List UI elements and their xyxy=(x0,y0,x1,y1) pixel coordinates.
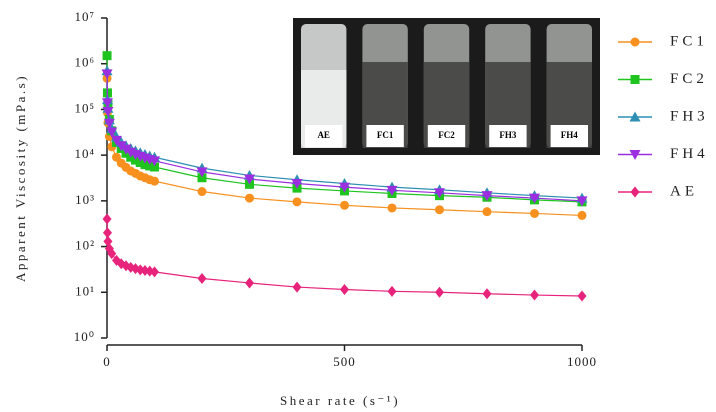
legend-marker xyxy=(630,37,640,47)
marker xyxy=(149,156,160,167)
marker xyxy=(150,266,159,278)
marker xyxy=(140,160,150,170)
marker xyxy=(131,155,140,165)
marker xyxy=(387,203,397,213)
marker xyxy=(107,248,117,260)
marker xyxy=(482,288,492,300)
y-tick-label: 10⁵ xyxy=(74,100,95,115)
marker xyxy=(102,51,112,61)
marker xyxy=(435,205,444,215)
marker xyxy=(577,210,587,220)
marker xyxy=(102,213,112,225)
y-tick-label: 10³ xyxy=(75,192,95,207)
marker xyxy=(197,187,207,197)
marker xyxy=(434,188,445,199)
y-tick-label: 10² xyxy=(75,238,95,253)
marker xyxy=(577,290,587,302)
inset-label: FC1 xyxy=(377,130,394,140)
marker xyxy=(245,193,254,203)
y-tick-label: 10⁰ xyxy=(74,329,95,344)
marker xyxy=(482,207,492,217)
marker xyxy=(292,197,302,207)
x-tick-label: 500 xyxy=(333,354,356,369)
marker xyxy=(150,162,159,172)
x-tick-label: 0 xyxy=(103,354,111,369)
marker xyxy=(120,144,132,155)
marker xyxy=(150,176,159,186)
marker xyxy=(530,208,539,218)
inset-photo: AE FC1 FC2 FH3 FH4 xyxy=(293,18,600,155)
marker xyxy=(529,193,540,204)
legend-marker xyxy=(630,186,640,198)
marker xyxy=(102,107,114,118)
marker xyxy=(101,69,113,80)
y-tick-label: 10⁴ xyxy=(74,146,95,161)
legend-marker xyxy=(629,111,641,122)
legend-label: FC1 xyxy=(670,33,708,49)
marker xyxy=(145,161,155,171)
marker xyxy=(291,178,303,189)
marker xyxy=(340,200,349,210)
marker xyxy=(244,174,255,185)
inset-label: FC2 xyxy=(438,130,455,140)
marker xyxy=(197,173,207,183)
marker xyxy=(245,277,254,289)
inset-label-box xyxy=(427,125,466,147)
legend-label: FH4 xyxy=(670,146,709,162)
inset-label-box xyxy=(305,125,343,147)
marker xyxy=(135,158,145,168)
inset-label-box xyxy=(489,125,527,147)
marker xyxy=(292,281,302,293)
y-tick-label: 10⁶ xyxy=(74,55,95,70)
marker xyxy=(115,141,127,152)
inset-label-box xyxy=(550,125,588,147)
marker xyxy=(106,127,118,138)
inset-label: FH4 xyxy=(561,130,578,140)
marker xyxy=(481,191,493,202)
marker xyxy=(103,118,115,129)
marker xyxy=(386,185,398,196)
marker xyxy=(340,284,349,296)
legend-label: AE xyxy=(670,183,698,199)
y-axis-title: Apparent Viscosity (mPa.s) xyxy=(13,74,28,282)
marker xyxy=(102,227,112,239)
marker xyxy=(197,273,207,285)
legend-marker xyxy=(630,75,640,84)
marker xyxy=(111,135,122,146)
y-tick-label: 10¹ xyxy=(75,283,95,298)
legend-label: FH3 xyxy=(670,108,709,124)
marker xyxy=(435,286,444,298)
marker xyxy=(101,98,113,109)
marker xyxy=(103,235,113,247)
legend-marker xyxy=(629,150,641,160)
inset-label: FH3 xyxy=(499,130,516,140)
inset-label: AE xyxy=(317,130,330,140)
marker xyxy=(196,167,208,178)
inset-label-box xyxy=(366,125,404,147)
y-tick-label: 10⁷ xyxy=(74,9,95,24)
marker xyxy=(576,196,588,207)
legend-label: FC2 xyxy=(670,71,708,87)
marker xyxy=(387,285,397,297)
x-tick-label: 1000 xyxy=(567,354,597,369)
marker xyxy=(339,182,350,193)
x-axis-title: Shear rate (s⁻¹) xyxy=(280,393,400,408)
marker xyxy=(530,289,539,301)
